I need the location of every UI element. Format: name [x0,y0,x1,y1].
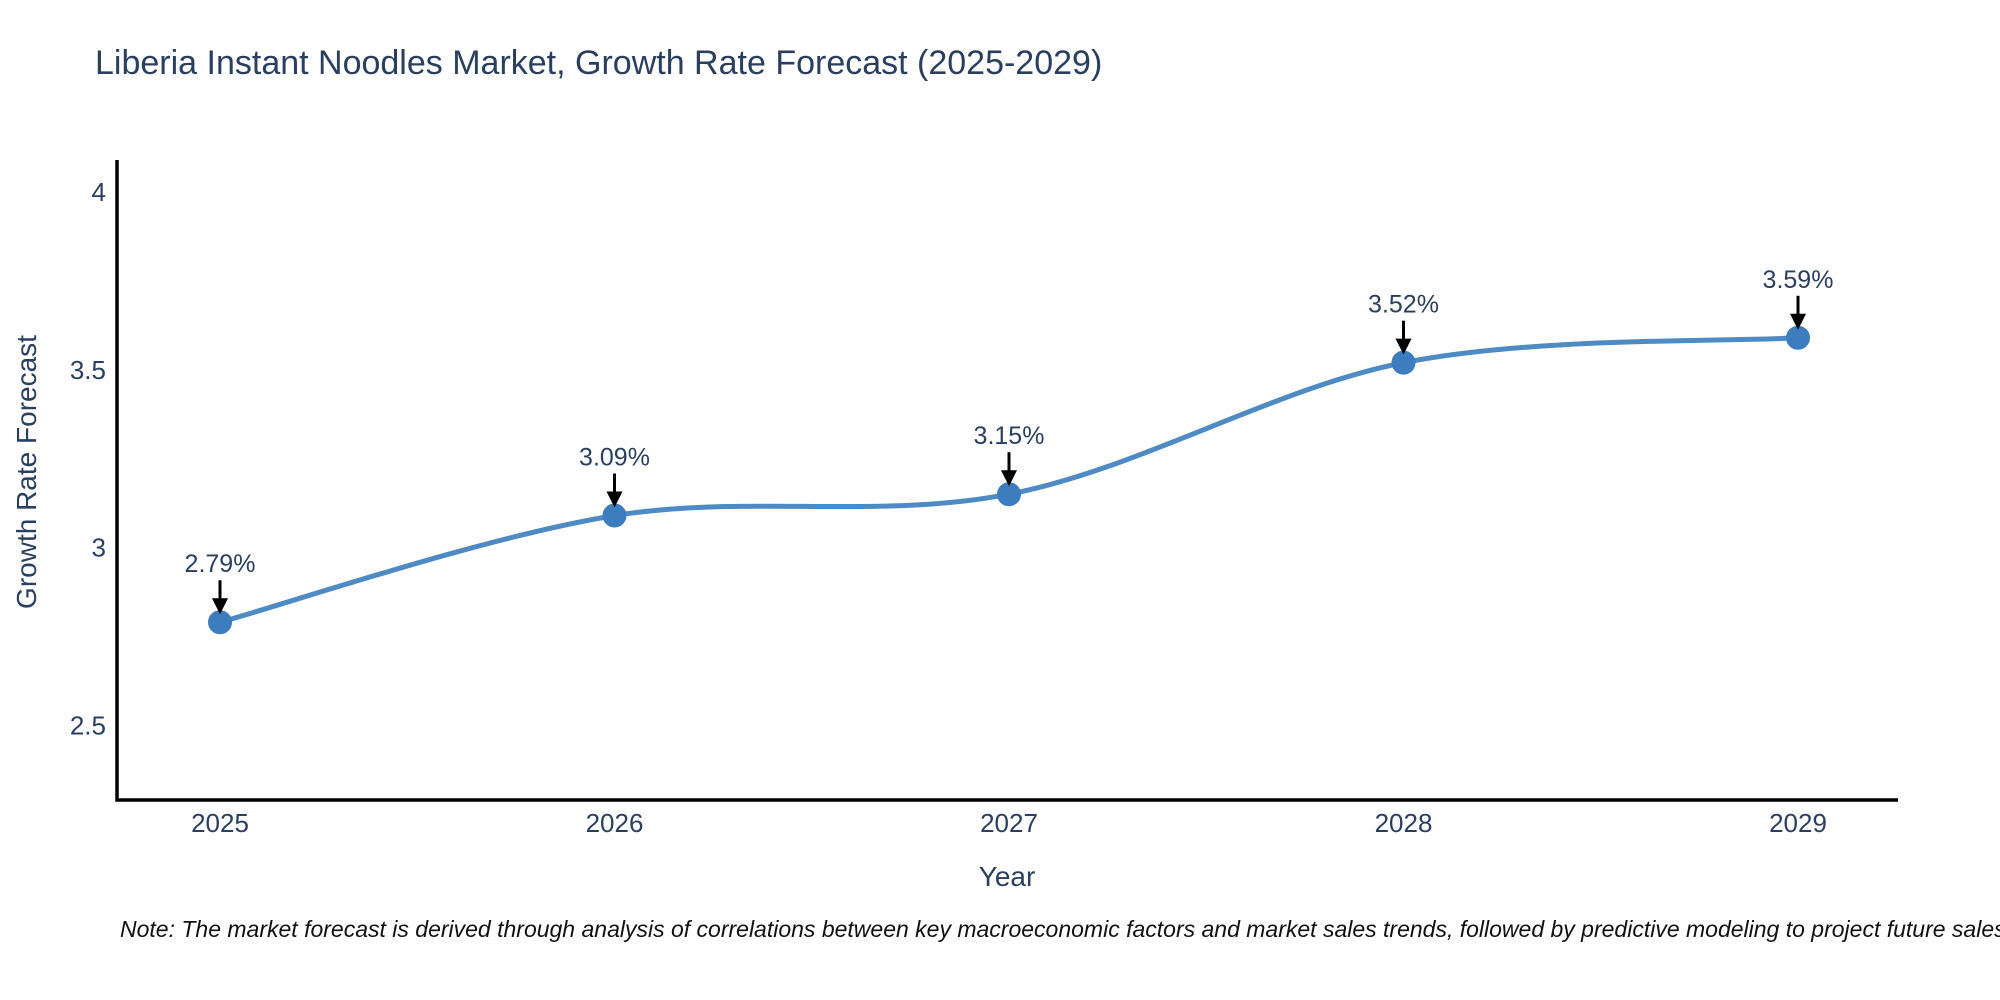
annotation-arrow-head-icon [606,491,623,508]
y-tick-label: 2.5 [70,710,106,740]
x-tick-label: 2027 [980,808,1038,838]
point-value-label: 2.79% [185,550,256,578]
x-tick-label: 2029 [1769,808,1827,838]
annotation-arrow-head-icon [1790,313,1806,330]
x-tick-label: 2025 [191,808,249,838]
annotation-arrow-head-icon [212,598,228,615]
y-tick-label: 3 [92,533,106,563]
y-tick-label: 4 [92,177,106,207]
chart-title: Liberia Instant Noodles Market, Growth R… [95,44,1103,82]
x-tick-label: 2026 [586,808,644,838]
axis-lines [115,160,1898,802]
point-value-label: 3.52% [1368,291,1439,319]
point-value-label: 3.15% [974,422,1045,450]
footnote: Note: The market forecast is derived thr… [120,916,2000,942]
x-axis-title: Year [978,861,1036,892]
annotation-arrow-head-icon [1001,470,1017,487]
annotation-arrow-head-icon [1395,338,1412,355]
y-tick-label: 3.5 [70,355,106,385]
point-value-label: 3.09% [579,444,650,472]
point-value-label: 3.59% [1763,266,1834,294]
x-tick-label: 2028 [1375,808,1433,838]
